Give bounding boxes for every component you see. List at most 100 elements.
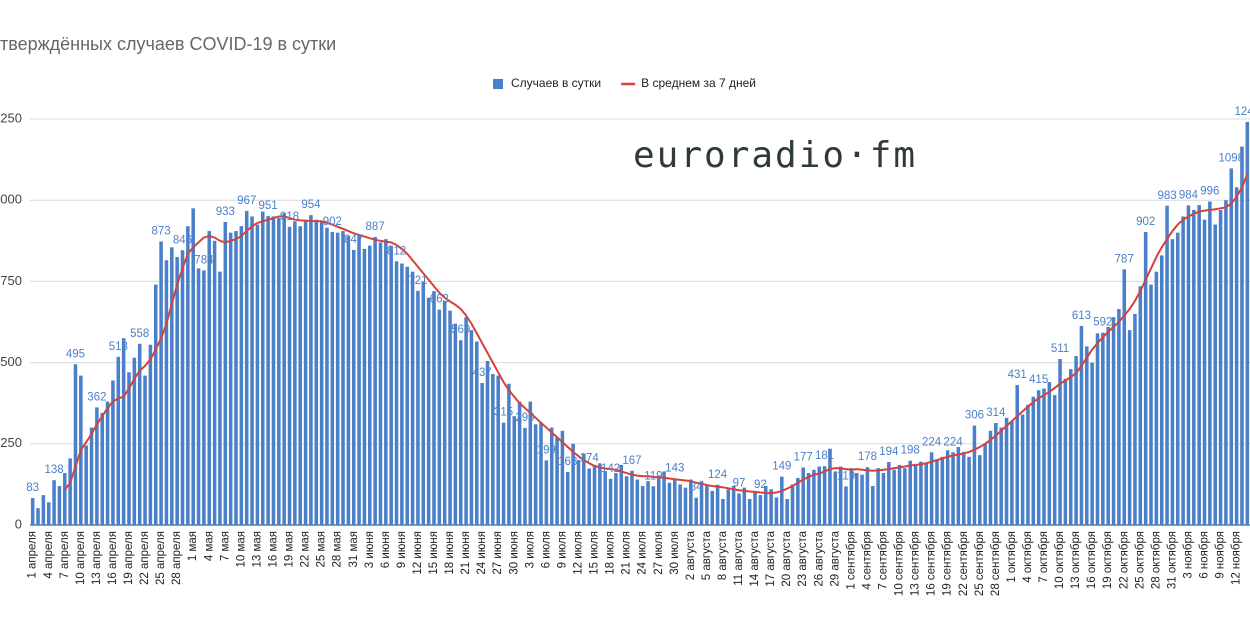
bar (309, 215, 313, 525)
bar (972, 425, 977, 525)
bar (1117, 309, 1121, 525)
x-tick-label: 16 мая (267, 531, 279, 568)
value-label: 1241 (1235, 106, 1250, 118)
x-tick-label: 28 сентября (990, 531, 1002, 596)
bar (437, 309, 442, 525)
x-tick-label: 28 мая (332, 531, 344, 568)
bar (496, 375, 500, 525)
bar (715, 484, 720, 525)
x-tick-label: 16 октября (1086, 531, 1098, 589)
bar (127, 372, 131, 525)
bar (833, 471, 838, 525)
value-label: 119 (644, 470, 662, 482)
bar (1229, 168, 1234, 525)
x-tick-label: 31 октября (1166, 531, 1178, 589)
bar (1095, 333, 1100, 525)
value-label: 194 (879, 446, 899, 458)
bar (662, 471, 666, 525)
bar (1031, 396, 1036, 525)
bar (983, 443, 987, 525)
bar (555, 437, 559, 525)
x-tick-label: 25 мая (316, 531, 328, 568)
value-label: 224 (922, 436, 942, 448)
y-tick-label: 1 000 (0, 192, 22, 207)
bar (170, 247, 174, 525)
bar (870, 486, 875, 525)
value-label: 518 (109, 341, 128, 353)
bar (298, 226, 302, 525)
x-tick-label: 7 апреля (59, 531, 71, 579)
bar (790, 484, 795, 525)
bar (1036, 390, 1041, 525)
bar (1213, 224, 1217, 525)
x-tick-label: 15 июля (589, 531, 601, 575)
x-tick-label: 22 мая (300, 531, 312, 568)
bar (699, 481, 704, 525)
bar (726, 489, 731, 525)
bar (421, 281, 426, 525)
bar (903, 468, 907, 525)
x-tick-label: 3 ноября (1182, 531, 1194, 579)
bar (1245, 121, 1250, 525)
bar (282, 213, 286, 525)
value-label: 983 (1157, 190, 1176, 202)
value-label: 299 (515, 412, 534, 424)
bar (1127, 330, 1132, 525)
bar (384, 239, 388, 525)
y-tick-label: 750 (0, 273, 22, 288)
x-tick-label: 24 июля (637, 531, 649, 575)
average-line (63, 173, 1249, 495)
bar (598, 463, 602, 525)
value-label: 437 (473, 367, 492, 379)
bar (635, 479, 640, 525)
bar (571, 443, 575, 525)
x-tick-label: 22 сентября (958, 531, 970, 596)
bar (469, 330, 474, 525)
bar (544, 460, 549, 525)
value-label: 306 (965, 410, 984, 422)
value-label: 613 (1072, 310, 1091, 322)
x-tick-label: 1 сентября (845, 531, 857, 590)
bar (667, 482, 672, 525)
bar (453, 323, 458, 525)
bar (335, 232, 340, 525)
value-label: 224 (943, 436, 963, 448)
bar (228, 232, 233, 525)
bar (603, 471, 607, 525)
bar (212, 240, 217, 526)
x-tick-label: 11 августа (733, 530, 745, 585)
bar (592, 464, 597, 525)
bar (63, 473, 67, 525)
bar (512, 416, 517, 525)
y-tick-label: 500 (0, 354, 22, 369)
bar (277, 218, 281, 525)
value-label: 142 (601, 463, 620, 475)
bar (159, 241, 163, 526)
bar (1224, 200, 1228, 525)
bar (84, 445, 88, 525)
bar (1159, 255, 1164, 525)
x-tick-label: 27 июня (492, 531, 504, 575)
x-tick-label: 22 апреля (139, 531, 151, 585)
bar (619, 464, 624, 525)
y-tick-label: 250 (0, 435, 22, 450)
bar (1143, 232, 1148, 525)
value-label: 902 (323, 216, 342, 228)
x-tick-label: 20 августа (781, 530, 793, 586)
bar (978, 455, 982, 525)
bar (656, 476, 661, 525)
bar (1079, 325, 1084, 525)
x-tick-label: 18 июня (444, 531, 456, 575)
x-tick-label: 13 апреля (91, 531, 103, 585)
bar (400, 263, 404, 525)
x-tick-label: 12 ноября (1231, 531, 1243, 585)
bar (838, 466, 843, 525)
bar (849, 468, 854, 525)
value-label: 198 (901, 445, 920, 457)
bar (89, 427, 94, 525)
value-label: 558 (130, 328, 149, 340)
bar (1085, 346, 1089, 525)
x-tick-label: 9 июня (396, 531, 408, 568)
bar (935, 460, 939, 525)
x-tick-label: 1 мая (187, 531, 199, 561)
